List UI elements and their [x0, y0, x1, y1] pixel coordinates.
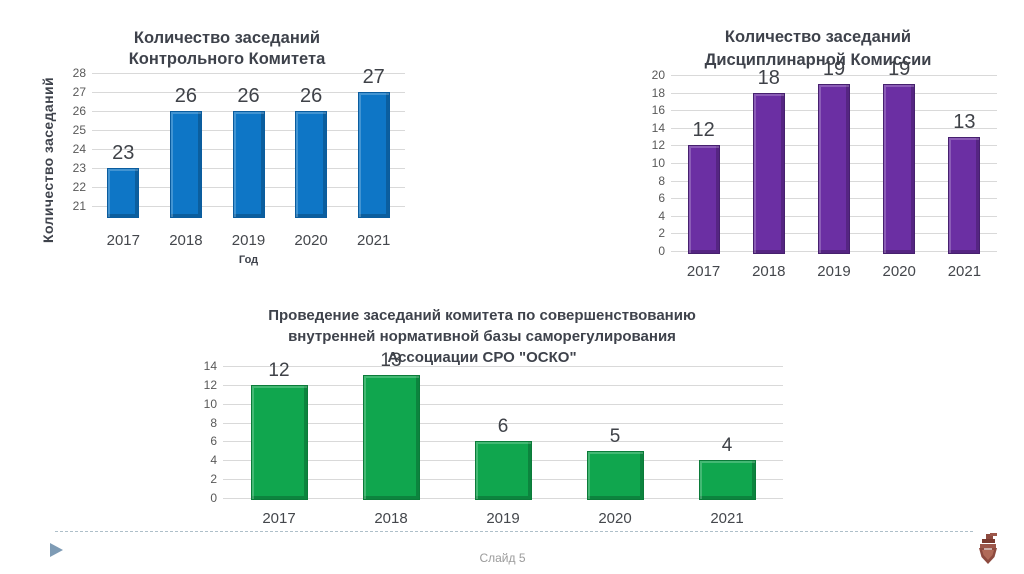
bar-2021	[698, 460, 756, 500]
y-tick-label: 0	[658, 244, 665, 258]
y-tick-label: 4	[210, 453, 217, 468]
plot-area: 0 2 4 6 8 10 12 14 16 18 20 12 2017 18 2018 19 2019 19 202…	[652, 58, 997, 280]
y-tick-label: 21	[72, 199, 86, 213]
bar-2017	[107, 168, 140, 218]
y-tick-label: 25	[72, 123, 86, 137]
x-axis-title: Год	[238, 254, 259, 266]
bar-value-label: 23	[112, 142, 135, 164]
x-tick-label: 2019	[231, 232, 266, 249]
chart-title-line: Дисциплинарной Комиссии	[704, 50, 932, 69]
bar-2018	[752, 92, 785, 254]
y-tick-label: 10	[203, 396, 217, 411]
gridline	[223, 384, 783, 386]
chart-title: Количество заседаний Дисциплинарной Коми…	[648, 26, 988, 72]
y-tick-label: 12	[651, 138, 665, 153]
x-tick-label: 2017	[686, 263, 721, 280]
y-tick-label: 26	[72, 104, 86, 118]
bar-2018	[362, 375, 420, 500]
bar-2019	[474, 441, 532, 500]
bar-2017	[687, 145, 720, 254]
y-tick-label: 14	[651, 120, 665, 135]
chart-title-line: внутренней нормативной базы саморегулиро…	[288, 328, 676, 345]
bar-value-label: 19	[888, 57, 911, 80]
bar-value-label: 27	[362, 66, 385, 88]
gridline	[223, 422, 783, 424]
plot-area: 21 22 23 24 25 26 27 28 23 2017 26 2018 26 2019 26 2020…	[73, 66, 405, 249]
x-tick-label: 2019	[486, 510, 520, 527]
bar-2019	[232, 111, 265, 218]
bar-value-label: 26	[237, 85, 260, 107]
bar-value-label: 6	[497, 416, 509, 438]
bar-2018	[169, 111, 202, 218]
plot-area: 0 2 4 6 8 10 12 14 12 2017 13 2018 6 2019 5 2020 4 2021	[204, 350, 783, 527]
y-tick-label: 27	[72, 85, 86, 99]
bar-2021	[948, 136, 981, 254]
bar-2020	[295, 111, 328, 218]
gridline	[223, 366, 783, 367]
chart-title-line: Ассоциации СРО "ОСКО"	[387, 349, 577, 366]
x-tick-label: 2020	[294, 232, 328, 249]
y-tick-label: 12	[203, 377, 217, 392]
bar-2017	[250, 384, 308, 500]
bar-value-label: 19	[822, 57, 846, 80]
chart-title: Количество заседаний Контрольного Комите…	[60, 28, 394, 70]
x-tick-label: 2018	[169, 232, 203, 249]
bar-value-label: 26	[299, 85, 323, 107]
bar-value-label: 18	[757, 66, 780, 89]
y-tick-label: 8	[658, 173, 665, 188]
y-tick-label: 14	[203, 359, 217, 373]
y-tick-label: 6	[210, 434, 217, 449]
footer-divider	[55, 531, 973, 532]
bar-2020	[883, 83, 916, 254]
osko-emblem-logo-icon	[979, 533, 997, 564]
x-tick-label: 2018	[374, 510, 408, 527]
y-tick-label: 18	[651, 85, 665, 100]
x-tick-label: 2017	[106, 232, 140, 249]
x-tick-label: 2021	[947, 263, 982, 280]
y-tick-label: 16	[651, 103, 665, 118]
y-tick-label: 28	[72, 66, 86, 80]
y-tick-label: 2	[658, 226, 665, 241]
y-tick-label: 22	[72, 180, 86, 194]
gridline	[92, 92, 405, 93]
y-tick-label: 0	[210, 491, 217, 505]
x-tick-label: 2021	[357, 232, 391, 249]
bar-value-label: 4	[721, 435, 733, 457]
x-tick-label: 2019	[817, 263, 851, 280]
y-tick-label: 6	[658, 191, 665, 206]
gridline	[223, 403, 783, 405]
gridline	[671, 75, 997, 76]
gridline	[92, 73, 405, 74]
bar-value-label: 12	[692, 119, 715, 142]
y-tick-label: 23	[72, 161, 86, 175]
y-tick-label: 24	[72, 142, 86, 156]
chart-title-line: Проведение заседаний комитета по соверше…	[268, 307, 696, 324]
bar-2019	[818, 83, 850, 254]
y-tick-label: 2	[210, 472, 217, 487]
chart-title-line: Контрольного Комитета	[128, 49, 326, 68]
bar-2020	[586, 450, 644, 500]
x-tick-label: 2017	[262, 510, 296, 527]
bar-value-label: 5	[609, 425, 621, 447]
chart-title-line: Количество заседаний	[133, 28, 321, 47]
x-tick-label: 2020	[598, 510, 632, 527]
y-tick-label: 8	[210, 415, 217, 430]
y-tick-label: 20	[651, 68, 665, 82]
x-tick-label: 2020	[882, 263, 916, 280]
bar-value-label: 13	[953, 110, 976, 133]
bar-value-label: 12	[268, 359, 290, 381]
slide-number-label: Слайд 5	[479, 551, 526, 565]
next-slide-arrow-icon[interactable]	[50, 543, 63, 557]
x-tick-label: 2018	[752, 263, 786, 280]
bar-value-label: 13	[380, 350, 402, 372]
x-tick-label: 2021	[710, 510, 744, 527]
y-tick-label: 10	[651, 156, 665, 170]
bar-2021	[357, 92, 390, 218]
chart-title: Проведение заседаний комитета по соверше…	[250, 305, 714, 368]
chart-title-line: Количество заседаний	[724, 27, 912, 46]
y-tick-label: 4	[658, 208, 665, 223]
bar-value-label: 26	[174, 85, 198, 107]
